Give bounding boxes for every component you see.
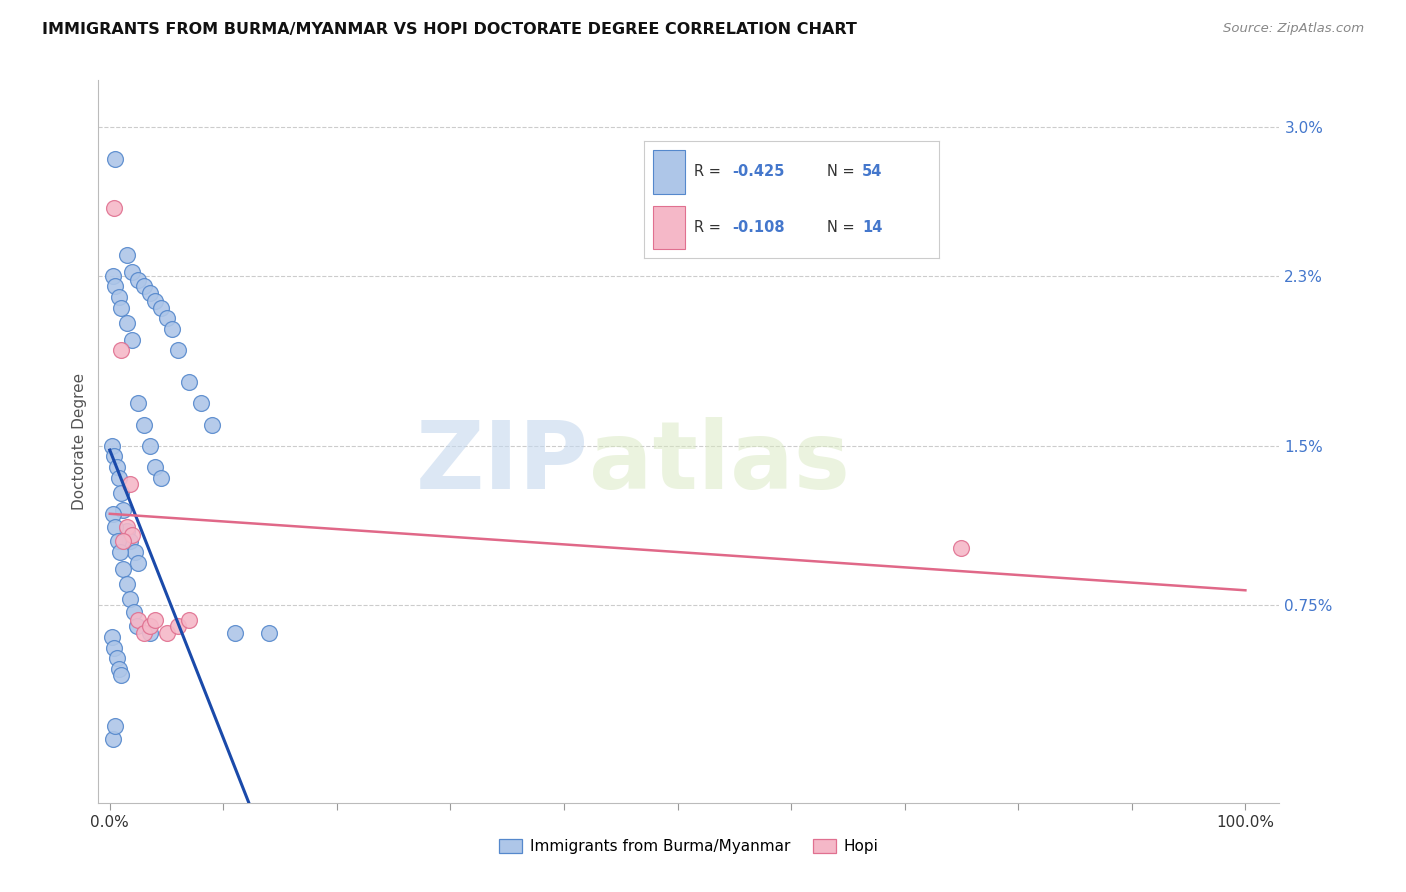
Text: 14: 14 [862,220,883,235]
Point [143,460,166,475]
Point [127,613,149,627]
Point [138,625,160,640]
Point [103,507,125,521]
Legend: Immigrants from Burma/Myanmar, Hopi: Immigrants from Burma/Myanmar, Hopi [494,833,884,860]
Point [132,417,155,432]
Point [950,541,973,555]
Point [124,545,146,559]
Point [125,619,148,633]
Point [112,502,135,516]
Point [143,613,166,627]
Point [115,247,138,261]
Point [121,528,143,542]
Point [138,619,160,633]
Text: N =: N = [827,164,859,179]
Point [101,439,124,453]
Point [179,613,201,627]
Point [104,519,127,533]
Text: atlas: atlas [589,417,849,509]
Point [110,485,132,500]
Point [108,471,131,485]
Point [143,294,166,309]
Point [127,273,149,287]
Point [115,519,138,533]
Point [105,651,128,665]
Point [167,343,190,358]
Point [162,322,183,336]
Point [108,545,131,559]
Point [179,375,201,389]
Text: N =: N = [827,220,859,235]
Bar [654,205,686,250]
Point [110,668,132,682]
Point [104,719,127,733]
Point [108,290,131,304]
Point [103,640,125,655]
Point [127,556,149,570]
Y-axis label: Doctorate Degree: Doctorate Degree [72,373,87,510]
Point [149,301,172,315]
Point [110,301,132,315]
Text: 54: 54 [862,164,883,179]
Point [105,460,128,475]
Point [112,534,135,549]
Point [138,439,160,453]
Text: -0.425: -0.425 [733,164,785,179]
Text: IMMIGRANTS FROM BURMA/MYANMAR VS HOPI DOCTORATE DEGREE CORRELATION CHART: IMMIGRANTS FROM BURMA/MYANMAR VS HOPI DO… [42,22,858,37]
Text: R =: R = [695,220,725,235]
Point [132,625,155,640]
Point [103,450,125,464]
Point [167,619,190,633]
Point [120,534,142,549]
Point [110,343,132,358]
Point [104,279,127,293]
Point [103,732,125,747]
Point [149,471,172,485]
Point [120,591,142,606]
Point [138,285,160,300]
Point [155,311,177,326]
Point [104,152,127,166]
Text: Source: ZipAtlas.com: Source: ZipAtlas.com [1223,22,1364,36]
Point [127,396,149,410]
Point [103,201,125,215]
Point [121,264,143,278]
Point [122,605,145,619]
Bar [654,150,686,194]
Point [190,396,212,410]
Point [108,662,131,676]
Point [115,577,138,591]
Point [121,333,143,347]
Point [115,316,138,330]
Point [103,268,125,283]
Point [132,279,155,293]
Text: -0.108: -0.108 [733,220,785,235]
Point [224,625,246,640]
Point [115,524,138,538]
Point [112,562,135,576]
Point [101,630,124,644]
Point [257,625,280,640]
Text: ZIP: ZIP [416,417,589,509]
Point [107,534,129,549]
Point [201,417,224,432]
Text: R =: R = [695,164,725,179]
Point [120,477,142,491]
Point [155,625,177,640]
